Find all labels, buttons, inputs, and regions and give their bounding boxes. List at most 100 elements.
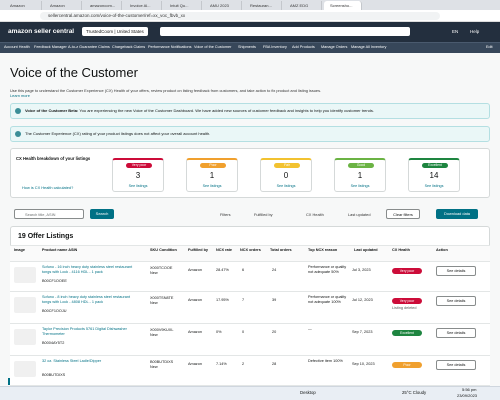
store-selector[interactable]: TrustedCoom | United States <box>82 27 148 36</box>
cx-card[interactable]: Good 1 See listings <box>334 158 386 192</box>
product-name[interactable]: Sofuno - 8 inch heavy duty stainless ste… <box>42 295 131 304</box>
sku: B00BUTDIXS <box>150 360 174 364</box>
browser-tab[interactable]: Amazon <box>4 1 42 10</box>
cx-count: 3 <box>135 171 141 180</box>
browser-tab[interactable]: amazoncom... <box>84 1 122 10</box>
info-icon <box>15 131 21 137</box>
ncx-rate: 28.47% <box>216 268 229 272</box>
see-listings: See listings <box>350 184 370 188</box>
total-orders: 20 <box>272 330 277 334</box>
cx-pill: Excellent <box>422 163 448 168</box>
download-data[interactable]: Download data <box>436 209 478 219</box>
condition: New <box>150 301 158 305</box>
nav-item[interactable]: Voice of the Customer <box>194 44 232 49</box>
filter-fulfilled[interactable]: Fulfilled by <box>254 212 273 217</box>
product-name[interactable]: Sofuno - 16 inch heavy duty stainless st… <box>42 265 133 274</box>
help[interactable]: Help <box>470 29 480 34</box>
nav-item[interactable]: A-to-z Guarantee Claims <box>68 44 110 49</box>
last-updated: Jul 12, 2023 <box>352 298 373 302</box>
ncx-orders: 2 <box>242 362 245 366</box>
cx-card[interactable]: Excellent 14 See listings <box>408 158 460 192</box>
desktop-label[interactable]: Desktop <box>300 390 316 395</box>
asin: B00CF1OOJU <box>42 309 67 313</box>
cx-card[interactable]: Poor 1 See listings <box>186 158 238 192</box>
nav-item[interactable]: Shipments <box>238 44 256 49</box>
cx-badge: Very poor <box>392 268 422 274</box>
tab-bar <box>0 0 500 10</box>
browser-tab[interactable]: Amazon <box>44 1 82 10</box>
nav-item[interactable]: Chargeback Claims <box>112 44 146 49</box>
see-listings: See listings <box>424 184 444 188</box>
column-header: SKU Condition <box>150 248 177 252</box>
banner-bold: Voice of the Customer Beta: <box>25 108 79 113</box>
ncx-reason: Performance or quality not adequate 100% <box>308 295 347 304</box>
ncx-rate: 7.14% <box>216 362 227 366</box>
browser-tab[interactable]: AMU 2023 <box>204 1 242 10</box>
language[interactable]: EN <box>452 29 459 34</box>
total-orders: 39 <box>272 298 277 302</box>
condition: New <box>150 271 158 275</box>
table-row: Sofuno - 16 inch heavy duty stainless st… <box>10 262 490 292</box>
header-search[interactable] <box>160 27 410 36</box>
table-header <box>10 245 490 262</box>
nav-item[interactable]: Add Products <box>292 44 315 49</box>
see-listings: See listings <box>202 184 222 188</box>
cx-card[interactable]: Very poor 3 See listings <box>112 158 164 192</box>
cx-label: CX Health breakdown of your listings <box>16 156 91 161</box>
clear-filters[interactable]: Clear filters <box>386 209 420 219</box>
column-header: NCX rate <box>216 248 233 252</box>
url-field[interactable]: sellercentral.amazon.com/voice-of-the-cu… <box>40 12 440 20</box>
browser-tab[interactable]: Invoice Al... <box>124 1 162 10</box>
learn-more[interactable]: Learn more <box>10 93 30 98</box>
filter-updated[interactable]: Last updated <box>348 212 371 217</box>
column-header: CX Health <box>392 248 410 252</box>
fulfilled-by: Amazon <box>188 298 202 302</box>
nav-item[interactable]: Manage Orders <box>321 44 348 49</box>
product-name[interactable]: Taylor Precision Products 5761 Digital D… <box>42 327 127 336</box>
filter-cx[interactable]: CX Health <box>306 212 324 217</box>
column-header: Last updated <box>354 248 378 252</box>
cx-how-link[interactable]: How is CX Health calculated? <box>22 185 74 190</box>
search-button[interactable]: Search <box>90 209 114 219</box>
column-header: Fulfilled by <box>188 248 209 252</box>
product-image <box>14 297 36 313</box>
asin: B00BUTDIXS <box>42 373 66 377</box>
fulfilled-by: Amazon <box>188 362 202 366</box>
cx-banner: The Customer Experience (CX) rating of y… <box>10 126 490 142</box>
logo[interactable]: amazon seller central <box>8 28 75 35</box>
nav-item[interactable]: Edit <box>486 44 493 49</box>
nav-item[interactable]: Performance Notifications <box>148 44 192 49</box>
browser-tab[interactable]: Screensho... <box>324 1 362 10</box>
nav-item[interactable]: Feedback Manager <box>34 44 67 49</box>
last-updated: Jul 3, 2023 <box>352 268 371 272</box>
see-details[interactable]: See details <box>436 360 476 370</box>
cx-count: 1 <box>357 171 363 180</box>
see-details[interactable]: See details <box>436 266 476 276</box>
ncx-reason: Performance or quality not adequate 50% <box>308 265 347 274</box>
see-details[interactable]: See details <box>436 296 476 306</box>
see-details[interactable]: See details <box>436 328 476 338</box>
total-orders: 24 <box>272 268 277 272</box>
page-title: Voice of the Customer <box>10 65 138 80</box>
see-listings: See listings <box>276 184 296 188</box>
cx-pill: Good <box>348 163 374 168</box>
description: Use this page to understand the Customer… <box>10 88 322 93</box>
cx-card[interactable]: Fair 0 See listings <box>260 158 312 192</box>
column-header: Product name ASIN <box>42 248 78 252</box>
browser-tab[interactable]: Restauran... <box>244 1 282 10</box>
column-header: Total orders <box>270 248 292 252</box>
browser-tab[interactable]: Intuit Qu... <box>164 1 202 10</box>
nav-item[interactable]: Manage All Inventory <box>351 44 387 49</box>
search-input[interactable]: Search title, ASIN <box>14 209 84 219</box>
see-listings: See listings <box>128 184 148 188</box>
cx-count: 14 <box>429 171 439 180</box>
clock-date: 23/09/2023 <box>457 393 478 398</box>
last-updated: Sep 10, 2023 <box>352 362 375 366</box>
nav-item[interactable]: Account Health <box>4 44 30 49</box>
nav-item[interactable]: FBA Inventory <box>263 44 287 49</box>
browser-tab[interactable]: AMZ EDG <box>284 1 322 10</box>
ncx-rate: 17.95% <box>216 298 229 302</box>
ncx-rate: 0% <box>216 330 222 334</box>
product-name[interactable]: 32 oz. Stainless Steel Ladle/Dipper <box>42 359 102 363</box>
